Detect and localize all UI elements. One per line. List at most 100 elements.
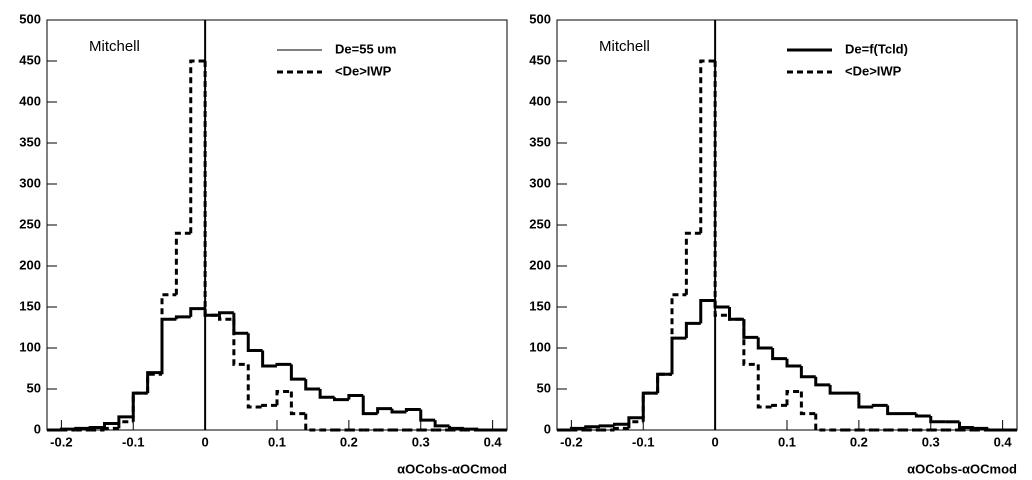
hist-step: [275, 362, 292, 367]
hist-step: [641, 391, 658, 422]
hist-step: [289, 364, 306, 381]
hist-step: [699, 298, 716, 324]
hist-step: [131, 391, 148, 422]
hist-step: [699, 59, 716, 234]
x-tick-label: -0.2: [560, 434, 582, 449]
x-tick-label: 0.1: [268, 434, 286, 449]
x-tick-label: -0.1: [632, 434, 654, 449]
hist-step: [246, 364, 263, 409]
y-tick-label: 400: [19, 93, 41, 108]
hist-step: [656, 372, 672, 394]
hist-step: [828, 384, 845, 395]
y-tick-label: 50: [537, 380, 551, 395]
hist-step: [232, 319, 249, 366]
hist-step: [218, 315, 234, 321]
y-tick-label: 100: [19, 339, 41, 354]
hist-step: [103, 421, 119, 428]
hist-step: [318, 389, 335, 399]
hist-step: [433, 420, 450, 428]
x-tick-label: 0.4: [484, 434, 503, 449]
hist-step: [390, 408, 407, 414]
y-tick-label: 100: [529, 339, 551, 354]
hist-step: [304, 379, 321, 391]
hist-step: [189, 307, 206, 317]
y-tick-label: 400: [529, 93, 551, 108]
hist-step: [929, 416, 946, 424]
hist-step: [131, 391, 148, 417]
legend-label: De=f(Tcld): [845, 41, 908, 56]
hist-step: [189, 59, 206, 234]
hist-step: [261, 403, 277, 408]
hist-step: [756, 364, 773, 409]
hist-step: [103, 426, 119, 430]
hist-step: [304, 413, 321, 432]
hist-step: [361, 395, 378, 416]
hist-step: [972, 426, 989, 430]
hist-step: [785, 358, 802, 368]
y-tick-label: 500: [529, 11, 551, 26]
hist-step: [376, 407, 392, 414]
hist-step: [419, 409, 436, 422]
legend-label: De=55 υm: [335, 41, 396, 56]
hist-step: [448, 425, 464, 430]
hist-step: [117, 420, 134, 429]
plot-frame: [46, 19, 508, 431]
hist-step: [232, 312, 249, 335]
y-tick-label: 300: [529, 175, 551, 190]
y-tick-label: 250: [19, 216, 41, 231]
legend-label: <De>IWP: [335, 63, 392, 78]
x-tick-label: 0.2: [340, 434, 358, 449]
hist-step: [627, 416, 644, 425]
hist-step: [799, 391, 816, 416]
hist-step: [218, 311, 234, 316]
y-tick-label: 300: [19, 175, 41, 190]
hist-step: [670, 293, 687, 375]
y-tick-label: 500: [19, 11, 41, 26]
hist-step: [174, 315, 191, 320]
hist-step: [771, 348, 787, 361]
annotation: Mitchell: [599, 38, 650, 55]
hist-step: [728, 315, 744, 321]
hist-step: [713, 300, 730, 309]
x-tick-label: 0.1: [778, 434, 796, 449]
hist-step: [785, 389, 802, 406]
y-tick-label: 350: [19, 134, 41, 149]
x-tick-label: 0: [712, 434, 719, 449]
x-tick-label: 0.3: [922, 434, 940, 449]
x-tick-label: 0: [202, 434, 209, 449]
hist-step: [627, 420, 644, 429]
x-tick-label: 0.4: [994, 434, 1013, 449]
y-tick-label: 150: [19, 298, 41, 313]
hist-step: [203, 61, 220, 317]
legend-label: <De>IWP: [845, 63, 902, 78]
y-tick-label: 150: [529, 298, 551, 313]
x-tick-label: 0.2: [850, 434, 868, 449]
hist-step: [347, 394, 364, 400]
hist-step: [756, 337, 773, 350]
x-axis-label: αOCobs-αOCmod: [907, 461, 1017, 476]
hist-step: [160, 293, 177, 375]
hist-step: [174, 231, 191, 295]
y-tick-label: 0: [34, 421, 41, 436]
hist-step: [88, 426, 105, 430]
hist-step: [742, 319, 759, 339]
y-tick-label: 50: [27, 380, 41, 395]
hist-step: [742, 319, 759, 366]
hist-step: [857, 393, 874, 409]
hist-step: [146, 371, 162, 394]
hist-step: [333, 397, 349, 402]
hist-step: [641, 391, 658, 418]
hist-step: [261, 350, 277, 368]
hist-step: [684, 231, 701, 295]
hist-step: [684, 321, 701, 339]
hist-step: [886, 405, 902, 416]
hist-step: [713, 61, 730, 317]
hist-step: [670, 336, 687, 375]
y-tick-label: 250: [529, 216, 551, 231]
hist-step: [246, 333, 263, 352]
annotation: Mitchell: [89, 38, 140, 55]
hist-step: [613, 426, 629, 430]
y-tick-label: 0: [544, 421, 551, 436]
hist-step: [771, 403, 787, 408]
